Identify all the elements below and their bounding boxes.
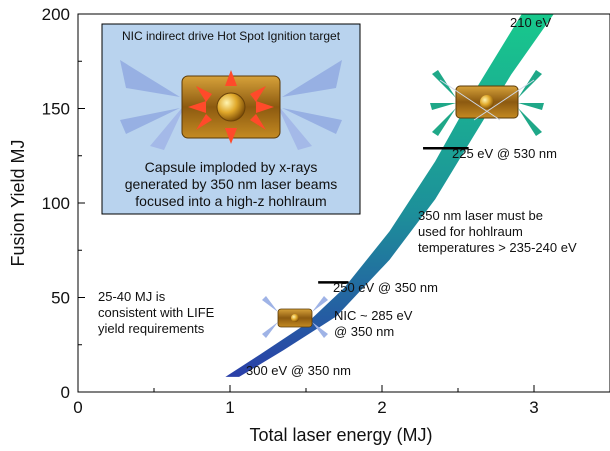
hohlraum-target-image [120,60,342,150]
note-nic-line-2: @ 350 nm [334,324,394,339]
note-laser-line-2: used for hohlraum [418,224,523,239]
label-250ev: 250 eV @ 350 nm [333,280,438,295]
x-tick-label-2: 2 [377,398,386,417]
x-tick-label-1: 1 [225,398,234,417]
inset-caption-line-2: generated by 350 nm laser beams [125,176,337,192]
y-tick-label-0: 0 [61,383,70,402]
y-tick-label-100: 100 [42,194,70,213]
y-tick-label-150: 150 [42,100,70,119]
note-nic-line-1: NIC ~ 285 eV [334,308,413,323]
y-tick-label-50: 50 [51,289,70,308]
inset-caption-line-1: Capsule imploded by x-rays [145,159,318,175]
x-tick-label-3: 3 [529,398,538,417]
hohlraum-icon-large [430,70,544,136]
note-life-line-2: consistent with LIFE [98,305,215,320]
note-laser-line-3: temperatures > 235-240 eV [418,240,577,255]
note-laser-line-1: 350 nm laser must be [418,208,543,223]
note-life-line-1: 25-40 MJ is [98,289,166,304]
label-300ev: 300 eV @ 350 nm [246,363,351,378]
x-axis-title: Total laser energy (MJ) [249,425,432,445]
inset-caption-line-3: focused into a high-z hohlraum [135,193,326,209]
hohlraum-icon-small [262,296,328,338]
note-life-line-3: yield requirements [98,321,205,336]
x-tick-label-0: 0 [73,398,82,417]
label-225ev: 225 eV @ 530 nm [452,146,557,161]
inset-panel: NIC indirect drive Hot Spot Ignition tar… [101,23,361,215]
y-axis: 0 50 100 150 200 [42,5,85,402]
inset-title: NIC indirect drive Hot Spot Ignition tar… [122,29,341,43]
temperature-markers [318,146,469,284]
x-axis: 0 1 2 3 [73,385,539,417]
y-tick-label-200: 200 [42,5,70,24]
y-axis-title: Fusion Yield MJ [8,139,28,266]
label-210ev: 210 eV [510,15,552,30]
